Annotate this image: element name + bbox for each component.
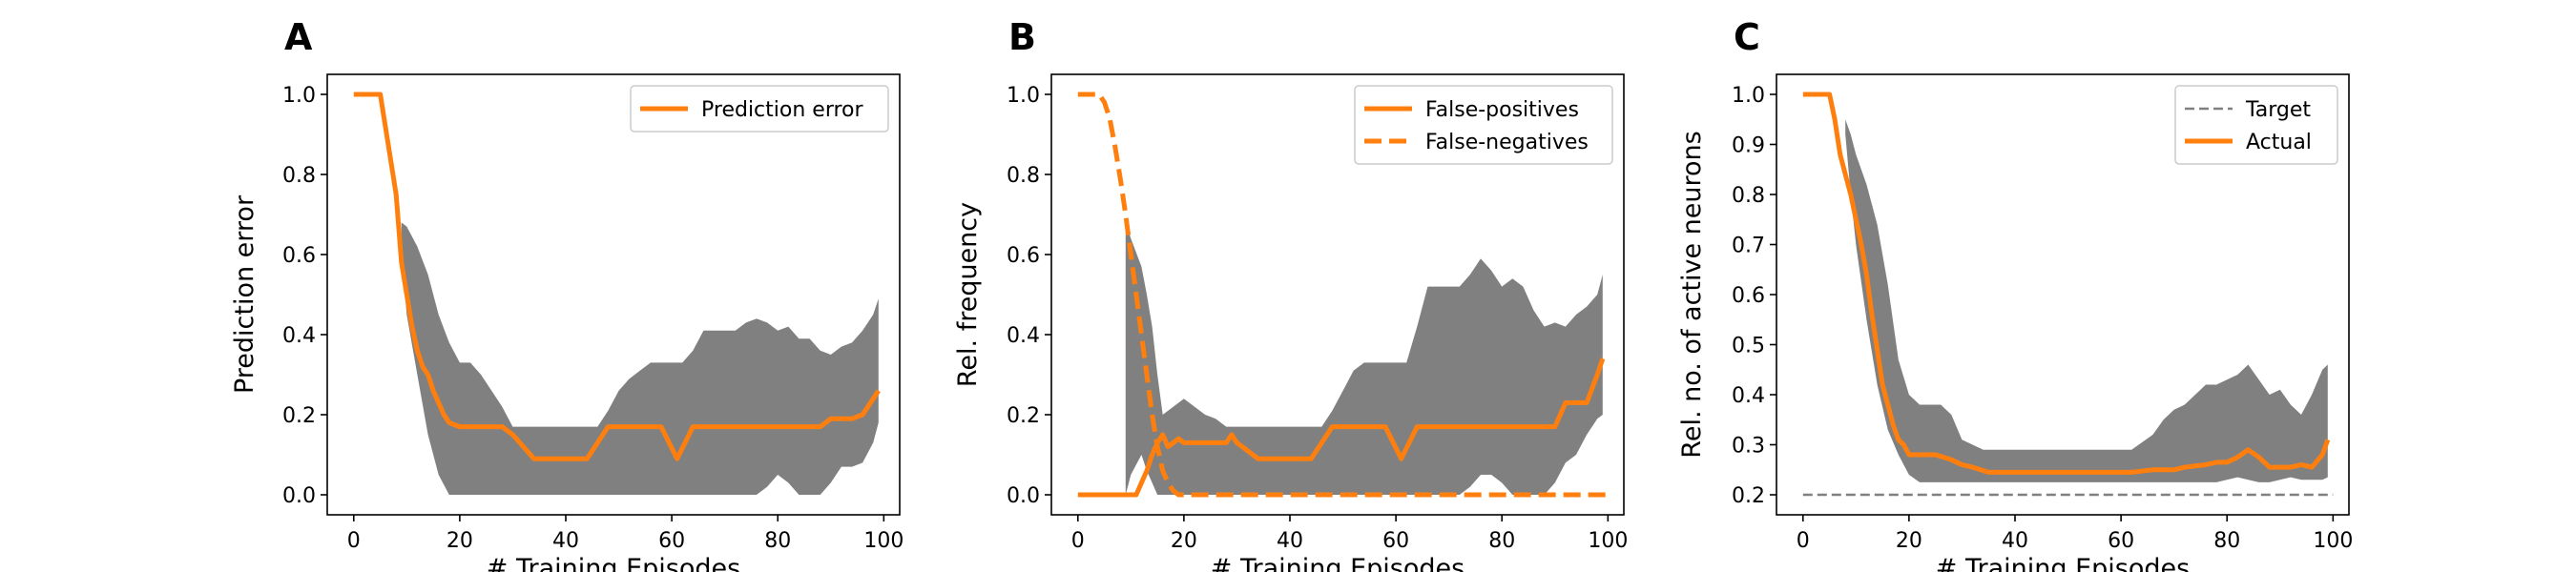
x-tick-label: 0 bbox=[347, 529, 361, 553]
legend-box bbox=[1354, 85, 1613, 165]
legend-box bbox=[2174, 85, 2338, 165]
y-tick-label: 0.9 bbox=[1732, 134, 1765, 158]
x-tick-label: 100 bbox=[2313, 529, 2353, 553]
x-tick-label: 40 bbox=[2002, 529, 2028, 553]
y-axis-label: Rel. frequency bbox=[953, 202, 983, 387]
x-tick-label: 60 bbox=[1382, 529, 1409, 553]
panel-a: A 0 20 40 60 80 100 0.0 0.2 0.4 0.6 0.8 1.0 # Trainin… bbox=[230, 16, 904, 572]
series-line-1 bbox=[1077, 92, 1609, 498]
y-tick-label: 0.6 bbox=[1732, 284, 1765, 308]
x-tick-label: 60 bbox=[2108, 529, 2134, 553]
x-tick-label: 100 bbox=[1588, 529, 1628, 553]
y-tick-label: 1.0 bbox=[1007, 84, 1040, 108]
y-axis-label: Prediction error bbox=[230, 194, 260, 394]
x-axis-label: # Training Episodes bbox=[487, 554, 740, 572]
x-tick-label: 20 bbox=[447, 529, 473, 553]
x-axis-label: # Training Episodes bbox=[1936, 554, 2190, 572]
x-tick-label: 80 bbox=[764, 529, 791, 553]
series-line-0 bbox=[353, 92, 881, 461]
x-tick-label: 20 bbox=[1171, 529, 1197, 553]
y-tick-label: 0.8 bbox=[1007, 164, 1040, 188]
panel-c: C 0 20 40 60 80 100 0.2 0.3 0.4 0.5 0.6 0.7 0.8 0.9 1.0… bbox=[1677, 16, 2353, 572]
y-tick-label: 1.0 bbox=[282, 84, 316, 108]
legend-entry: False-positives bbox=[1425, 98, 1579, 122]
y-tick-label: 0.8 bbox=[282, 164, 316, 188]
panel-letter: A bbox=[284, 16, 313, 58]
panel-letter: B bbox=[1008, 16, 1036, 58]
x-tick-label: 20 bbox=[1896, 529, 1922, 553]
legend-entry: False-negatives bbox=[1425, 131, 1589, 154]
legend-entry: Target bbox=[2245, 98, 2311, 122]
y-tick-label: 0.3 bbox=[1732, 435, 1765, 459]
x-tick-label: 60 bbox=[658, 529, 685, 553]
y-tick-label: 0.6 bbox=[282, 244, 316, 268]
legend: Prediction error bbox=[630, 85, 889, 133]
y-tick-label: 1.0 bbox=[1732, 84, 1765, 108]
y-tick-label: 0.0 bbox=[1007, 484, 1040, 508]
legend: False-positives False-negatives bbox=[1354, 85, 1613, 165]
axes-frame bbox=[1050, 73, 1625, 516]
panel-letter: C bbox=[1734, 16, 1760, 58]
y-tick-label: 0.2 bbox=[282, 404, 316, 428]
y-axis-label: Rel. no. of active neurons bbox=[1677, 131, 1707, 458]
x-tick-label: 0 bbox=[1797, 529, 1810, 553]
x-tick-label: 40 bbox=[1277, 529, 1303, 553]
axes-frame bbox=[326, 73, 901, 516]
y-tick-label: 0.6 bbox=[1007, 244, 1040, 268]
y-tick-label: 0.2 bbox=[1732, 484, 1765, 508]
legend-entry: Prediction error bbox=[701, 98, 863, 122]
x-axis-label: # Training Episodes bbox=[1211, 554, 1465, 572]
x-tick-label: 80 bbox=[1488, 529, 1515, 553]
x-tick-label: 80 bbox=[2213, 529, 2240, 553]
y-tick-label: 0.4 bbox=[282, 324, 316, 348]
legend: Target Actual bbox=[2174, 85, 2338, 165]
y-tick-label: 0.8 bbox=[1732, 184, 1765, 208]
y-tick-label: 0.0 bbox=[282, 484, 316, 508]
series-line-1 bbox=[1802, 92, 2331, 475]
y-tick-label: 0.7 bbox=[1732, 235, 1765, 258]
legend-entry: Actual bbox=[2246, 131, 2312, 154]
y-tick-label: 0.5 bbox=[1732, 335, 1765, 358]
y-tick-label: 0.4 bbox=[1007, 324, 1040, 348]
x-tick-label: 100 bbox=[863, 529, 904, 553]
legend-box bbox=[630, 85, 889, 133]
panel-b: B 0 20 40 60 80 100 0.0 0.2 0.4 0.6 0.8 1.0 # Trainin… bbox=[953, 16, 1628, 572]
y-tick-label: 0.2 bbox=[1007, 404, 1040, 428]
x-tick-label: 40 bbox=[552, 529, 579, 553]
series-line-0 bbox=[1077, 358, 1606, 498]
variability-band bbox=[1845, 119, 2328, 482]
y-tick-label: 0.4 bbox=[1732, 384, 1765, 408]
x-tick-label: 0 bbox=[1071, 529, 1085, 553]
